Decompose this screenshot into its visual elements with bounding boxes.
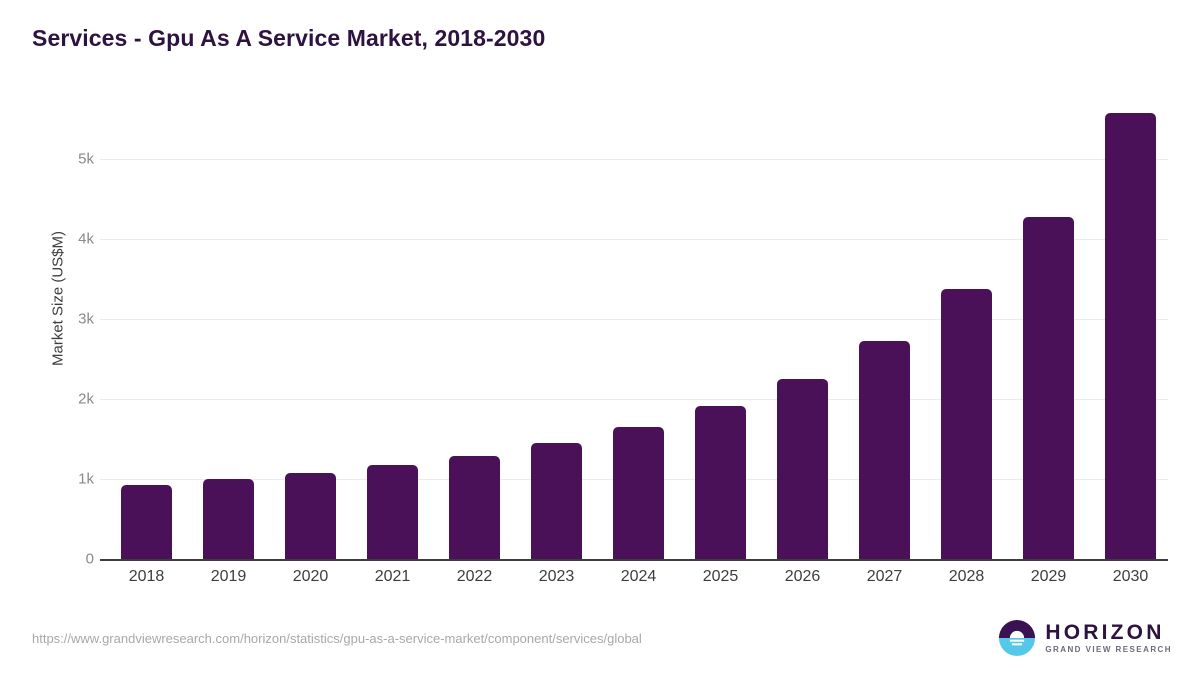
bar[interactable]: [367, 465, 418, 559]
y-tick-label: 2k: [78, 390, 94, 408]
bar[interactable]: [777, 379, 828, 559]
y-tick-label: 5k: [78, 150, 94, 168]
horizon-logo-icon: [999, 619, 1036, 657]
x-tick-label: 2026: [784, 568, 821, 585]
logo-tagline: GRAND VIEW RESEARCH: [1045, 645, 1172, 654]
bar[interactable]: [941, 289, 992, 559]
gridline: [100, 399, 1168, 400]
bar[interactable]: [1105, 113, 1156, 559]
y-tick-label: 4k: [78, 230, 94, 248]
source-url[interactable]: https://www.grandviewresearch.com/horizo…: [32, 631, 642, 646]
x-tick-label: 2028: [948, 568, 985, 585]
x-tick-label: 2029: [1030, 568, 1067, 585]
y-axis-title: Market Size (US$M): [49, 230, 67, 367]
page-title: Services - Gpu As A Service Market, 2018…: [32, 25, 546, 51]
bar[interactable]: [285, 473, 336, 559]
bar[interactable]: [531, 443, 582, 559]
bar[interactable]: [1023, 216, 1074, 559]
x-axis-line: [100, 559, 1168, 561]
gridline: [100, 319, 1168, 320]
x-tick-label: 2030: [1112, 568, 1149, 585]
y-tick-label: 3k: [78, 310, 94, 328]
logo-wordmark: HORIZON: [1045, 621, 1165, 644]
x-tick-label: 2022: [456, 568, 493, 585]
bar[interactable]: [613, 427, 664, 559]
gridline: [100, 239, 1168, 240]
y-tick-label: 1k: [78, 470, 94, 488]
x-tick-label: 2018: [128, 568, 165, 585]
bar[interactable]: [859, 341, 910, 559]
bar[interactable]: [449, 455, 500, 559]
x-tick-label: 2023: [538, 568, 575, 585]
x-tick-label: 2027: [866, 568, 903, 585]
bar[interactable]: [695, 406, 746, 559]
horizon-logo-text: HORIZON GRAND VIEW RESEARCH: [1045, 622, 1172, 654]
bar[interactable]: [203, 479, 254, 559]
gridline: [100, 159, 1168, 160]
y-tick-label: 0: [85, 550, 94, 568]
x-tick-label: 2021: [374, 568, 411, 585]
x-tick-label: 2024: [620, 568, 657, 585]
horizon-logo: HORIZON GRAND VIEW RESEARCH: [998, 618, 1172, 658]
bar[interactable]: [121, 484, 172, 559]
x-tick-label: 2020: [292, 568, 329, 585]
x-tick-label: 2019: [210, 568, 247, 585]
x-tick-label: 2025: [702, 568, 739, 585]
